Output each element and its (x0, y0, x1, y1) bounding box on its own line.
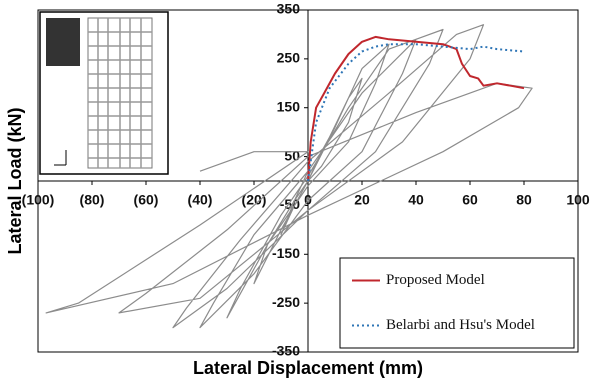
x-tick-label: (40) (188, 192, 213, 208)
chart: Lateral Displacement (mm) Lateral Load (… (0, 0, 603, 381)
specimen-inset (40, 12, 168, 174)
legend-label: Belarbi and Hsu's Model (386, 317, 535, 333)
x-tick-label: (80) (80, 192, 105, 208)
y-tick-label: 250 (277, 50, 301, 66)
x-tick-label: 100 (566, 192, 590, 208)
y-tick-label: 350 (277, 1, 301, 17)
y-tick-label: -50 (280, 196, 300, 212)
x-tick-label: 20 (354, 192, 370, 208)
y-tick-label: -150 (272, 245, 300, 261)
x-tick-label: 40 (408, 192, 424, 208)
y-tick-label: 50 (284, 147, 300, 163)
x-tick-label: (100) (22, 192, 55, 208)
y-axis-title: Lateral Load (kN) (5, 107, 25, 254)
legend-label: Proposed Model (386, 272, 485, 288)
x-tick-label: (60) (134, 192, 159, 208)
y-tick-label: -250 (272, 294, 300, 310)
x-tick-label: 80 (516, 192, 532, 208)
x-axis-title: Lateral Displacement (mm) (193, 358, 423, 378)
data-line (308, 37, 524, 181)
y-tick-label: 150 (277, 98, 301, 114)
x-tick-label: 60 (462, 192, 478, 208)
y-tick-label: -350 (272, 343, 300, 359)
